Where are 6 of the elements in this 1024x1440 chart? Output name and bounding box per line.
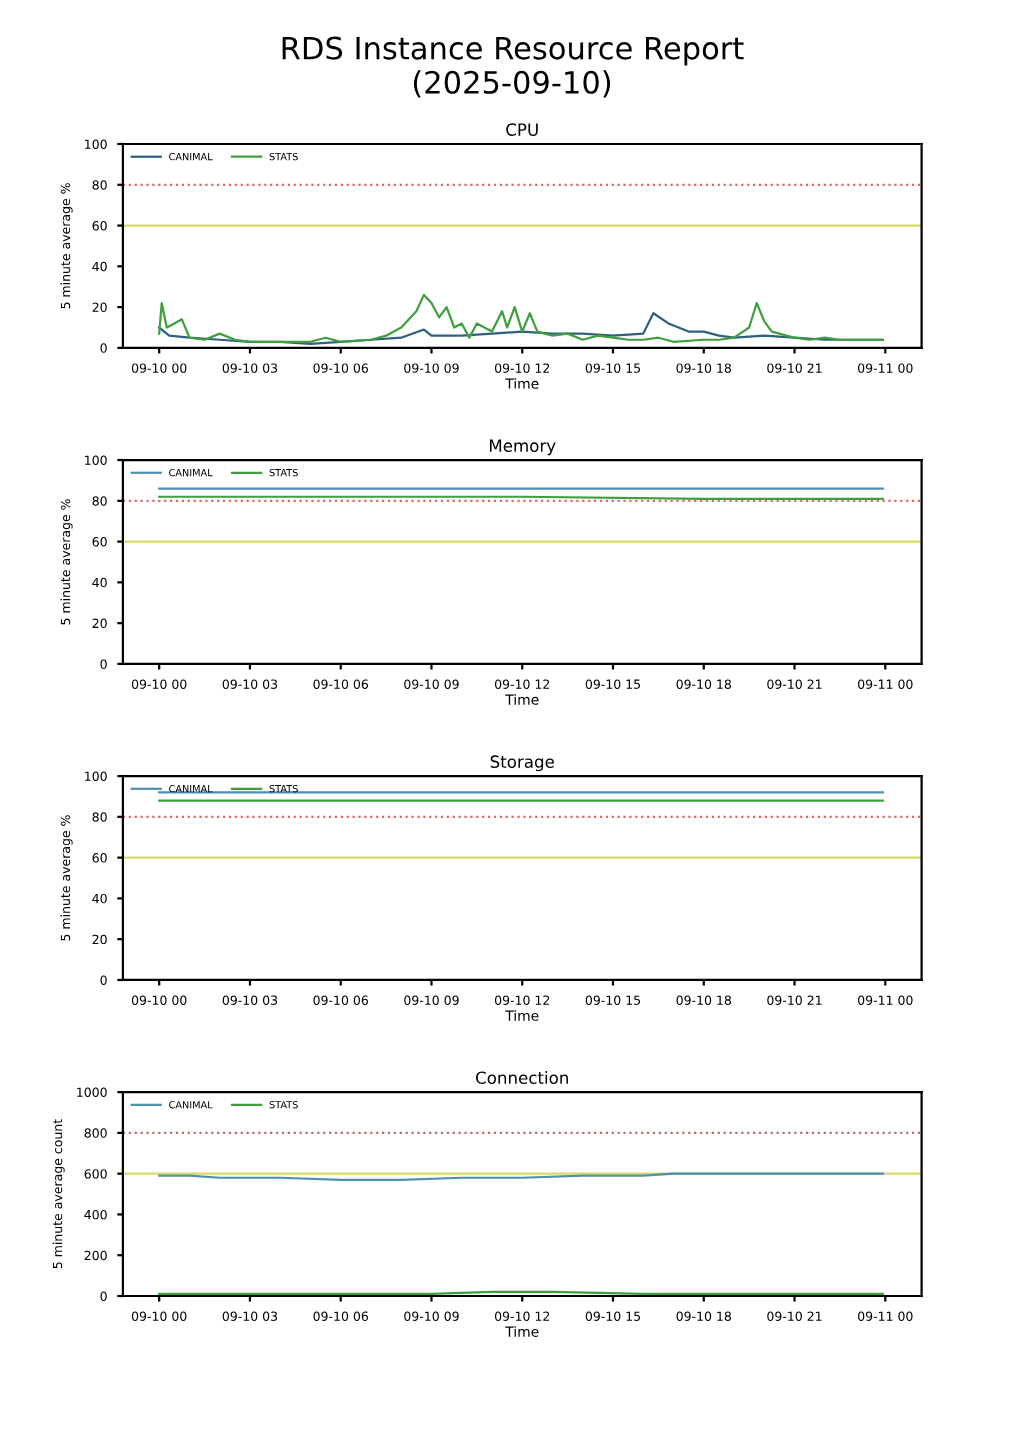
chart-title: Storage: [490, 755, 554, 772]
line-series: [158, 293, 884, 343]
chart-title: CPU: [506, 123, 538, 136]
chart-title: Memory: [489, 439, 556, 456]
chart-title: Connection: [476, 1071, 568, 1085]
text: RDS Instance Resource Report (2025-09-10): [282, 36, 744, 98]
